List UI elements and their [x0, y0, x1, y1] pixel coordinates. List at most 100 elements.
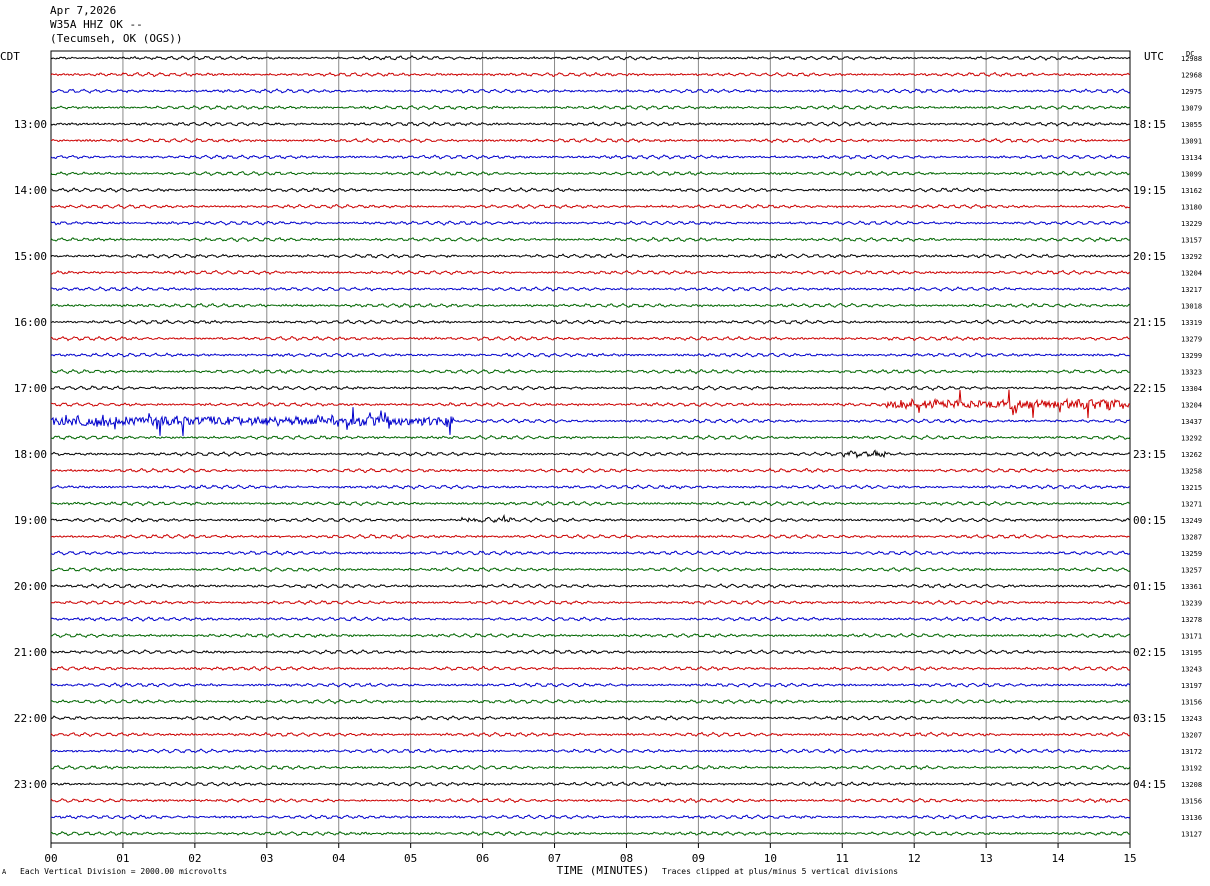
dc-offset-label: 13278: [1181, 616, 1202, 624]
dc-offset-label: 13262: [1181, 451, 1202, 459]
dc-offset-label: 13162: [1181, 187, 1202, 195]
trace-row-9: [50, 203, 1131, 210]
trace-row-44: [50, 781, 1131, 787]
dc-label: DC: [1186, 50, 1195, 58]
trace-row-42: [50, 748, 1131, 754]
trace-row-25: [50, 467, 1131, 474]
trace-row-11: [50, 236, 1131, 243]
dc-offset-label: 13156: [1181, 699, 1202, 707]
left-hour-label: 20:00: [14, 580, 47, 593]
right-hour-labels: 18:15 19:15 20:15 21:15 22:15 23:15 00:15 01:15…: [1133, 118, 1166, 791]
trace-row-37: [50, 665, 1131, 672]
trace-row-2: [50, 88, 1131, 94]
trace-row-36: [50, 649, 1131, 655]
station-location: (Tecumseh, OK (OGS)): [50, 32, 183, 45]
trace-row-16: [50, 319, 1131, 325]
left-hour-labels: 13:00 14:00 15:00 16:00 17:00 18:00 19:00 20:00…: [14, 118, 47, 791]
left-hour-label: 13:00: [14, 118, 47, 131]
dc-offset-label: 13287: [1181, 534, 1202, 542]
x-tick-label: 01: [116, 852, 129, 865]
trace-row-15: [50, 302, 1131, 308]
dc-offset-label: 13136: [1181, 814, 1202, 822]
x-tick-label: 04: [332, 852, 346, 865]
trace-row-24: [50, 449, 1131, 459]
dc-offset-label: 13304: [1181, 385, 1202, 393]
dc-offset-label: 13079: [1181, 105, 1202, 113]
trace-row-34: [50, 616, 1131, 622]
dc-offset-label: 13195: [1181, 649, 1202, 657]
dc-offset-label: 13257: [1181, 567, 1202, 575]
local-time-label: CDT: [0, 50, 20, 63]
right-hour-label: 22:15: [1133, 382, 1166, 395]
dc-offset-label: 13171: [1181, 633, 1202, 641]
trace-row-29: [50, 533, 1131, 540]
x-tick-label: 14: [1051, 852, 1065, 865]
trace-row-41: [50, 731, 1131, 738]
dc-offset-label: 13319: [1181, 319, 1202, 327]
dc-offset-label: 13208: [1181, 781, 1202, 789]
left-hour-label: 14:00: [14, 184, 47, 197]
dc-offset-label: 12975: [1181, 88, 1202, 96]
x-tick-label: 15: [1123, 852, 1136, 865]
trace-row-38: [50, 682, 1131, 688]
trace-row-28: [50, 514, 1131, 524]
dc-offset-label: 13157: [1181, 237, 1202, 245]
dc-offset-label: 13243: [1181, 666, 1202, 674]
dc-offset-label: 13018: [1181, 303, 1202, 311]
x-tick-label: 07: [548, 852, 561, 865]
left-hour-label: 16:00: [14, 316, 47, 329]
trace-row-47: [50, 830, 1130, 837]
trace-row-35: [50, 632, 1131, 639]
trace-row-17: [50, 335, 1131, 342]
dc-offset-label: 13437: [1181, 418, 1202, 426]
dc-offset-label: 13172: [1181, 748, 1202, 756]
trace-row-39: [50, 698, 1131, 705]
x-tick-label: 12: [908, 852, 921, 865]
left-hour-label: 15:00: [14, 250, 47, 263]
x-axis-label: TIME (MINUTES): [557, 864, 650, 877]
trace-row-0: [50, 55, 1131, 61]
dc-offset-label: 13323: [1181, 369, 1202, 377]
dc-offset-label: 13229: [1181, 220, 1202, 228]
right-hour-label: 18:15: [1133, 118, 1166, 131]
trace-row-33: [50, 599, 1131, 606]
trace-row-21: [50, 389, 1131, 419]
trace-row-13: [50, 269, 1131, 276]
right-hour-label: 02:15: [1133, 646, 1166, 659]
trace-row-32: [50, 583, 1131, 589]
trace-row-10: [50, 220, 1131, 226]
dc-offset-label: 13215: [1181, 484, 1202, 492]
right-hour-label: 00:15: [1133, 514, 1166, 527]
left-hour-label: 21:00: [14, 646, 47, 659]
trace-row-46: [51, 814, 1131, 820]
dc-offset-label: 12988: [1181, 55, 1202, 63]
trace-row-31: [50, 567, 1131, 573]
dc-offset-label: 13091: [1181, 138, 1202, 146]
x-tick-label: 11: [836, 852, 849, 865]
dc-offset-label: 13156: [1181, 798, 1202, 806]
dc-offset-label: 13192: [1181, 765, 1202, 773]
x-tick-label: 06: [476, 852, 489, 865]
dc-offset-label: 13197: [1181, 682, 1202, 690]
dc-offset-label: 13180: [1181, 204, 1202, 212]
dc-offset-label: 13292: [1181, 253, 1202, 261]
x-tick-label: 02: [188, 852, 201, 865]
right-hour-label: 21:15: [1133, 316, 1166, 329]
plot-frame: [50, 50, 1131, 844]
right-hour-label: 04:15: [1133, 778, 1166, 791]
dc-offset-label: 13271: [1181, 501, 1202, 509]
dc-offset-label: 13204: [1181, 402, 1202, 410]
plot-date: Apr 7,2026: [50, 4, 117, 17]
footer-mark: A: [2, 868, 7, 876]
x-tick-label: 03: [260, 852, 273, 865]
trace-row-45: [50, 797, 1131, 804]
dc-offset-label: 13127: [1181, 831, 1202, 839]
x-tick-label: 08: [620, 852, 633, 865]
station-code: W35A HHZ OK --: [50, 18, 143, 31]
dc-offset-label: 13279: [1181, 336, 1202, 344]
dc-offset-label: 13207: [1181, 732, 1202, 740]
clip-note: Traces clipped at plus/minus 5 vertical …: [662, 867, 899, 876]
dc-offset-label: 13239: [1181, 600, 1202, 608]
trace-row-18: [50, 352, 1131, 358]
